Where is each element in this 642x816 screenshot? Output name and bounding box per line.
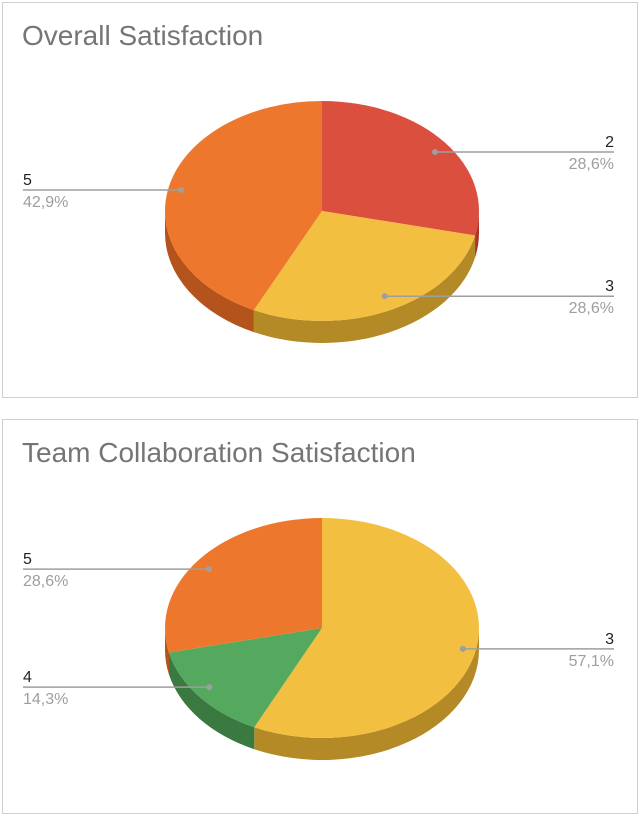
pie-slice-side-5: [165, 628, 169, 675]
slice-label-5: 5: [23, 551, 32, 568]
pie-chart-team-collaboration-satisfaction: 3 57,1% 4 14,3% 5 28,6%: [23, 518, 614, 760]
slice-label-4: 4: [23, 669, 32, 686]
slice-percent-3: 28,6%: [569, 300, 614, 317]
chart-card-team-collaboration-satisfaction: Team Collaboration Satisfaction 3 57,1% 4 1…: [2, 419, 638, 814]
pie-slice-side-4: [168, 652, 255, 750]
slice-percent-2: 28,6%: [569, 156, 614, 173]
chart-title: Team Collaboration Satisfaction: [22, 437, 416, 468]
pie-slice-4: [168, 628, 322, 728]
pie-slice-side-2: [475, 211, 479, 258]
slice-percent-3: 57,1%: [569, 653, 614, 670]
pie-slice-3: [254, 518, 480, 738]
slice-label-3: 3: [605, 631, 614, 648]
chart-card-overall-satisfaction: Overall Satisfaction 2 28,6% 3 28,6% 5 42,9%: [2, 2, 638, 398]
slice-label-3: 3: [605, 278, 614, 295]
slice-label-2: 2: [605, 134, 614, 151]
pie-slice-5: [165, 518, 322, 653]
pie-slice-side-5: [165, 211, 254, 333]
pie-slice-side-3: [254, 628, 479, 760]
slice-label-5: 5: [23, 172, 32, 189]
slice-percent-4: 14,3%: [23, 691, 68, 708]
pie-slice-5: [165, 101, 322, 311]
chart-title: Overall Satisfaction: [22, 20, 264, 51]
slice-percent-5: 28,6%: [23, 573, 68, 590]
pie-slice-2: [322, 101, 480, 236]
pie-slice-3: [253, 211, 476, 321]
pie-slice-side-3: [253, 235, 476, 344]
slice-percent-5: 42,9%: [23, 194, 68, 211]
pie-chart-overall-satisfaction: 2 28,6% 3 28,6% 5 42,9%: [23, 101, 614, 344]
